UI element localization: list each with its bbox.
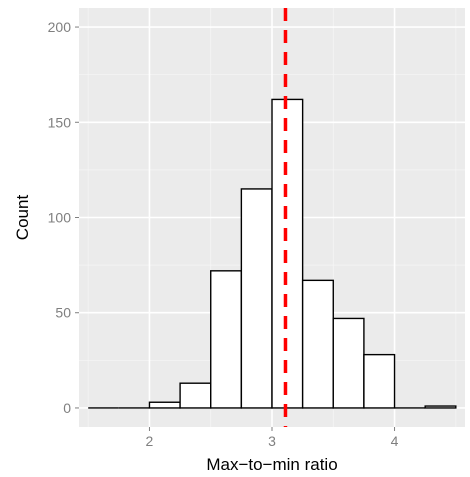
y-tick-label: 200 bbox=[48, 19, 72, 35]
histogram-bar bbox=[210, 270, 243, 409]
histogram-bar bbox=[332, 317, 365, 409]
y-tick-label: 50 bbox=[55, 305, 71, 321]
y-tick-label: 150 bbox=[48, 114, 72, 130]
histogram-bar bbox=[363, 353, 396, 409]
histogram-bar bbox=[301, 279, 334, 409]
y-tick-label: 100 bbox=[48, 210, 72, 226]
histogram-bar bbox=[148, 401, 181, 409]
x-tick-label: 4 bbox=[391, 433, 399, 449]
x-tick-label: 2 bbox=[146, 433, 154, 449]
histogram-bar bbox=[271, 98, 304, 409]
x-tick-label: 3 bbox=[268, 433, 276, 449]
histogram-bar bbox=[424, 405, 457, 409]
y-axis-title: Count bbox=[13, 195, 32, 241]
x-axis-ticks: 2 3 4 bbox=[146, 427, 399, 449]
x-axis-title: Max−to−min ratio bbox=[206, 455, 337, 474]
y-tick-label: 0 bbox=[63, 400, 71, 416]
histogram-bars bbox=[88, 98, 457, 409]
y-axis-ticks: 0 50 100 150 200 bbox=[48, 19, 79, 416]
histogram-bar bbox=[240, 188, 273, 409]
histogram-bar bbox=[179, 382, 212, 409]
